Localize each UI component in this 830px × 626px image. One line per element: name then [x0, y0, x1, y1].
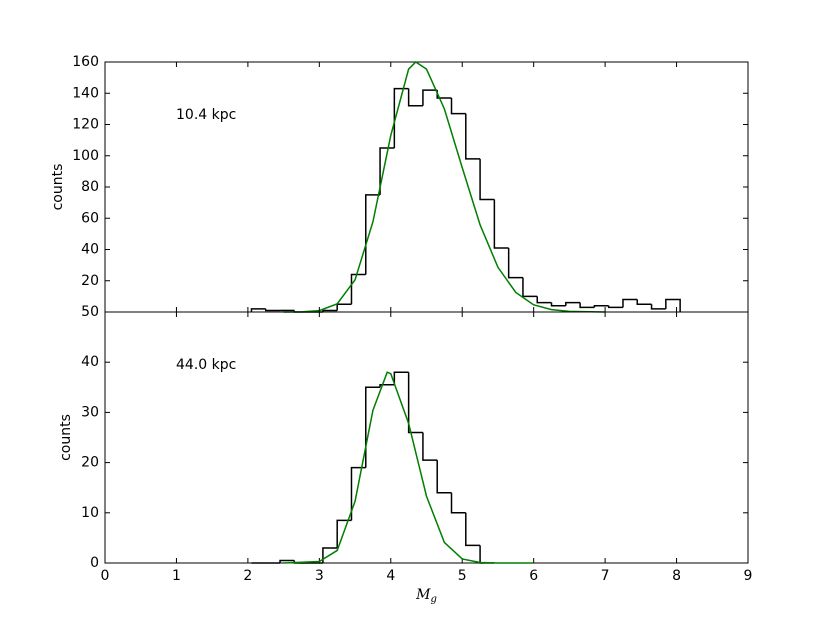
x-tick-label: 5 — [458, 568, 467, 584]
y-tick-label: 40 — [81, 354, 99, 370]
histogram-step — [550, 302, 566, 307]
histogram-step — [479, 158, 495, 201]
histogram-step — [507, 247, 523, 279]
histogram-step — [436, 460, 452, 494]
histogram-step — [650, 304, 666, 310]
y-tick-label: 20 — [81, 455, 99, 471]
annotation: 10.4 kpc — [176, 107, 236, 123]
histogram-step — [322, 309, 338, 312]
histogram-step — [365, 194, 381, 275]
plot-frame — [104, 311, 749, 564]
x-tick-label: 6 — [529, 568, 538, 584]
histogram-step — [407, 88, 423, 107]
x-tick-label: 9 — [744, 568, 753, 584]
histogram-step — [607, 305, 623, 309]
y-tick-label: 80 — [81, 179, 99, 195]
histogram-step — [636, 299, 652, 305]
histogram-step — [522, 277, 538, 298]
fit-curve — [283, 371, 534, 564]
y-tick-label: 0 — [90, 555, 99, 571]
histogram-step — [265, 308, 281, 312]
histogram-step — [565, 301, 581, 306]
histogram-step — [622, 298, 638, 308]
histogram-step — [665, 298, 681, 312]
histogram-step — [379, 384, 395, 388]
y-axis-label: counts — [58, 414, 74, 461]
x-tick-label: 3 — [315, 568, 324, 584]
x-tick-label: 7 — [601, 568, 610, 584]
x-tick-label: 2 — [243, 568, 252, 584]
histogram-step — [536, 296, 552, 304]
histogram-step — [336, 519, 352, 548]
y-tick-label: 10 — [81, 505, 99, 521]
y-tick-label: 160 — [72, 54, 99, 70]
histogram-step — [465, 113, 481, 160]
histogram-step — [250, 308, 266, 312]
histogram-step — [479, 545, 495, 564]
histogram-step — [322, 547, 338, 563]
y-tick-label: 140 — [72, 85, 99, 101]
annotation: 44.0 kpc — [176, 357, 236, 373]
fit-curve — [283, 61, 606, 313]
x-tick-label: 1 — [172, 568, 181, 584]
histogram-step — [450, 492, 466, 514]
histogram-step — [407, 372, 423, 434]
histogram-step — [350, 466, 366, 521]
y-tick-label: 20 — [81, 273, 99, 289]
x-tick-label: 8 — [672, 568, 681, 584]
y-tick-label: 30 — [81, 404, 99, 420]
histogram-step — [579, 302, 595, 309]
y-tick-label: 120 — [72, 117, 99, 133]
histogram-step — [350, 273, 366, 305]
y-tick-label: 40 — [81, 242, 99, 258]
x-axis-label-subscript: g — [430, 594, 436, 605]
y-tick-label: 60 — [81, 210, 99, 226]
x-tick-label: 0 — [101, 568, 110, 584]
y-axis-label: counts — [50, 164, 66, 211]
x-tick-label: 4 — [386, 568, 395, 584]
histogram-step — [593, 305, 609, 308]
x-axis-label: Mg — [415, 587, 437, 605]
histogram-step — [279, 559, 295, 563]
histogram-step — [336, 303, 352, 311]
y-tick-label: 100 — [72, 148, 99, 164]
y-tick-label: 50 — [81, 304, 99, 320]
histogram-step — [422, 432, 438, 461]
histogram-step — [365, 386, 381, 468]
histogram-step — [493, 199, 509, 249]
histogram-step — [379, 147, 395, 195]
histogram-step — [465, 512, 481, 547]
histogram-step — [450, 97, 466, 115]
plot-frame — [104, 61, 749, 313]
histogram-step — [393, 371, 409, 385]
histogram-step — [422, 89, 438, 106]
